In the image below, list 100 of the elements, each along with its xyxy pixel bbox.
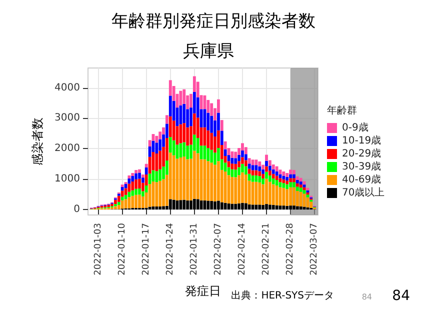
- bar: [165, 115, 168, 124]
- bar: [265, 166, 268, 172]
- bar: [168, 199, 172, 210]
- bar: [214, 201, 216, 210]
- bar: [196, 199, 200, 210]
- bar: [210, 150, 214, 163]
- bar: [296, 183, 299, 187]
- bar: [182, 104, 186, 124]
- bar: [268, 175, 272, 182]
- legend-label: 40-69歳: [342, 174, 382, 186]
- bar: [299, 184, 302, 188]
- bar: [272, 174, 275, 178]
- bar: [234, 164, 238, 170]
- bar: [155, 136, 158, 143]
- bar: [299, 192, 302, 206]
- bar: [238, 175, 241, 204]
- bar: [210, 201, 214, 210]
- bar: [186, 146, 190, 160]
- bar: [155, 206, 158, 210]
- text: 84: [362, 292, 372, 302]
- bar: [289, 174, 292, 178]
- bar: [196, 153, 200, 200]
- bar: [234, 177, 238, 204]
- y-tick-label: 2000: [54, 143, 80, 154]
- bar: [289, 182, 292, 188]
- bar: [134, 173, 138, 180]
- bar: [292, 170, 296, 174]
- bar: [182, 142, 186, 157]
- bar: [258, 166, 262, 172]
- bar: [186, 200, 190, 210]
- bar: [241, 157, 244, 164]
- bar: [248, 164, 251, 169]
- bar: [172, 120, 176, 140]
- bar: [234, 158, 238, 164]
- bar: [168, 137, 172, 153]
- x-tick-label: 2022-02-14: [237, 222, 248, 276]
- bar: [179, 157, 182, 200]
- y-axis-title: 感染者数: [30, 118, 45, 166]
- bar: [220, 120, 224, 131]
- bar: [258, 161, 262, 166]
- bar: [216, 161, 220, 201]
- bar: [206, 161, 210, 201]
- bar: [144, 185, 148, 192]
- bar: [292, 182, 296, 188]
- bar: [234, 170, 238, 178]
- bar: [141, 196, 144, 208]
- legend-label: 30-39歳: [342, 160, 382, 172]
- bar: [120, 187, 124, 191]
- bar: [206, 100, 210, 113]
- bar: [162, 179, 165, 206]
- bar: [286, 189, 289, 206]
- bar: [248, 204, 251, 210]
- x-tick-label: 2022-02-28: [286, 222, 296, 276]
- bar: [302, 181, 306, 185]
- bar: [148, 184, 152, 207]
- bar: [302, 184, 306, 188]
- bar: [296, 190, 299, 206]
- bar: [286, 176, 289, 181]
- bar: [275, 176, 278, 180]
- bar: [114, 206, 117, 210]
- bar: [158, 206, 162, 210]
- bar: [158, 180, 162, 206]
- bar: [141, 174, 144, 178]
- bar: [155, 182, 158, 206]
- bar: [258, 176, 262, 182]
- bar: [244, 174, 248, 204]
- bar: [282, 183, 286, 188]
- legend-label: 70歳以上: [342, 186, 385, 198]
- bar: [238, 203, 241, 210]
- bar: [272, 184, 275, 205]
- bar: [179, 105, 182, 124]
- bar: [155, 154, 158, 172]
- bar: [138, 188, 141, 195]
- bar: [179, 124, 182, 144]
- bar: [179, 200, 182, 210]
- bar: [179, 143, 182, 158]
- bar: [206, 200, 210, 210]
- bar: [148, 206, 152, 210]
- bar: [296, 180, 299, 184]
- bar: [128, 197, 131, 208]
- bar: [296, 206, 299, 210]
- bar: [234, 204, 238, 210]
- bar: [128, 178, 131, 184]
- bar: [258, 182, 262, 205]
- bar: [306, 207, 310, 210]
- bar: [262, 169, 265, 174]
- bar: [262, 174, 265, 178]
- bar: [230, 164, 234, 170]
- text: 84: [392, 288, 410, 304]
- bar: [134, 179, 138, 189]
- bar: [158, 169, 162, 181]
- bar: [220, 202, 224, 210]
- bar: [192, 150, 196, 199]
- chart-subtitle: 兵庫県: [183, 42, 234, 62]
- bar: [272, 204, 275, 210]
- bar: [244, 154, 248, 160]
- bar: [268, 182, 272, 205]
- bar: [179, 90, 182, 106]
- bar: [275, 185, 278, 206]
- bar: [310, 202, 313, 208]
